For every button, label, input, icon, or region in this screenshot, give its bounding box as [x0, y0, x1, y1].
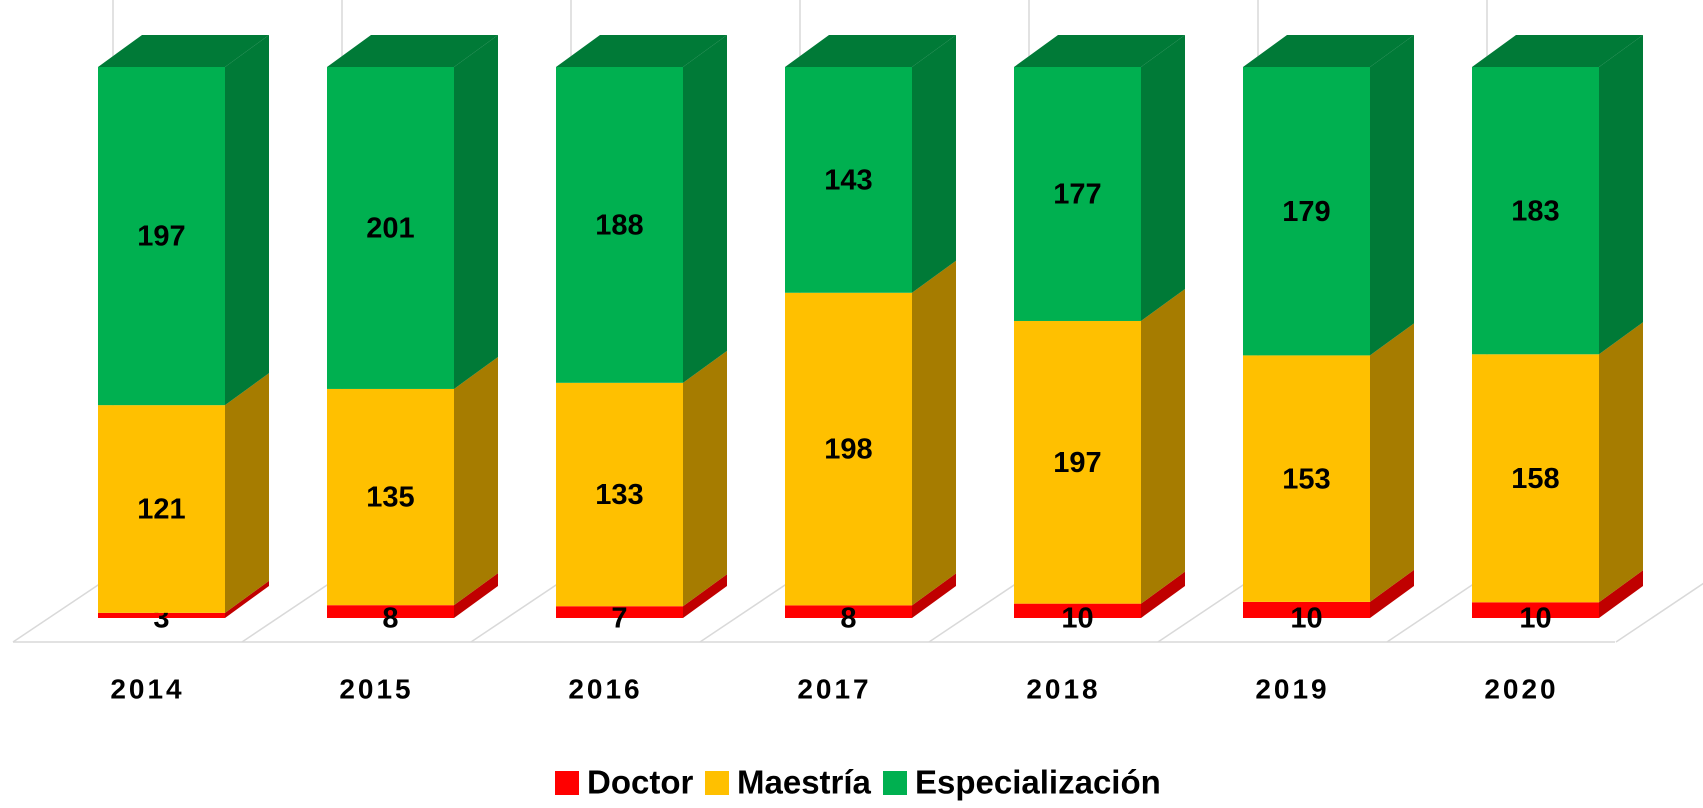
bar-side	[1599, 570, 1643, 618]
legend-swatch	[555, 771, 579, 795]
bar-segment	[1014, 67, 1141, 321]
bar-segment	[1472, 354, 1599, 603]
floor-line	[1157, 574, 1259, 643]
x-tick-label: 2020	[1484, 673, 1558, 704]
data-label: 197	[1053, 447, 1101, 479]
data-label: 188	[595, 210, 643, 242]
data-label: 179	[1282, 196, 1330, 228]
bar-side	[1370, 35, 1414, 356]
floor-line	[928, 574, 1030, 643]
data-label: 158	[1511, 463, 1559, 495]
data-label: 121	[137, 494, 185, 526]
bar-side	[1599, 35, 1643, 355]
bar-segment	[327, 388, 454, 606]
bar-segment	[785, 67, 912, 293]
bar-side	[1370, 323, 1414, 602]
bar-side	[1141, 35, 1185, 321]
bar-side	[454, 35, 498, 389]
legend-label: Doctor	[587, 764, 693, 801]
data-label: 135	[366, 482, 414, 514]
legend-swatch	[705, 771, 729, 795]
bar-segment	[98, 405, 225, 613]
floor-line	[12, 574, 114, 643]
data-label: 197	[137, 221, 185, 253]
data-label: 177	[1053, 179, 1101, 211]
bar-top	[327, 35, 498, 67]
x-tick-label: 2018	[1026, 673, 1100, 704]
bar-segment	[98, 67, 225, 406]
bar-segment	[556, 382, 683, 607]
bar-segment	[98, 612, 225, 618]
floor-line	[1386, 574, 1488, 643]
bar-top	[1472, 35, 1643, 67]
bar-segment	[1014, 603, 1141, 618]
bar-side	[912, 260, 956, 606]
x-tick-label: 2019	[1255, 673, 1329, 704]
bar-top	[1014, 35, 1185, 67]
bar-segment	[327, 67, 454, 389]
bar-side	[1141, 571, 1185, 618]
data-label: 10	[1290, 603, 1322, 635]
bar-side	[454, 573, 498, 618]
bar-side	[225, 373, 269, 613]
floor-line	[699, 574, 801, 643]
x-tick-label: 2015	[339, 673, 413, 704]
bar-side	[683, 350, 727, 607]
bar-top	[785, 35, 956, 67]
data-label: 201	[366, 213, 414, 245]
bar-segment	[785, 605, 912, 618]
bar-side	[1370, 569, 1414, 618]
bar-segment	[1243, 67, 1370, 356]
data-label: 143	[824, 165, 872, 197]
bar-segment	[785, 292, 912, 606]
bar-side	[1599, 322, 1643, 603]
bar-side	[912, 35, 956, 293]
legend-label: Maestría	[737, 764, 872, 801]
bar-side	[225, 35, 269, 406]
bar-side	[912, 573, 956, 618]
data-label: 10	[1061, 603, 1093, 635]
floor-line	[241, 574, 343, 643]
data-label: 10	[1519, 603, 1551, 635]
bar-side	[454, 356, 498, 606]
floor-line	[470, 574, 572, 643]
bar-segment	[1472, 602, 1599, 618]
bar-segment	[1243, 355, 1370, 602]
data-label: 133	[595, 479, 643, 511]
bar-top	[1243, 35, 1414, 67]
data-label: 7	[611, 603, 627, 635]
bar-top	[98, 35, 269, 67]
data-label: 8	[382, 603, 398, 635]
data-label: 8	[840, 603, 856, 635]
bar-segment	[1243, 601, 1370, 618]
bar-segment	[327, 605, 454, 618]
bar-top	[556, 35, 727, 67]
x-tick-label: 2016	[568, 673, 642, 704]
x-tick-label: 2014	[110, 673, 184, 704]
floor-line	[1615, 582, 1703, 643]
bar-segment	[556, 606, 683, 618]
bar-segment	[1014, 320, 1141, 604]
bar-side	[225, 580, 269, 618]
bar-segment	[1472, 67, 1599, 355]
data-label: 153	[1282, 463, 1330, 495]
legend-swatch	[883, 771, 907, 795]
bar-side	[1141, 288, 1185, 604]
legend-label: Especialización	[915, 764, 1161, 801]
bar-side	[683, 35, 727, 383]
bar-segment	[556, 67, 683, 383]
bar-side	[683, 574, 727, 618]
data-label: 198	[824, 434, 872, 466]
data-label: 183	[1511, 195, 1559, 227]
x-tick-label: 2017	[797, 673, 871, 704]
